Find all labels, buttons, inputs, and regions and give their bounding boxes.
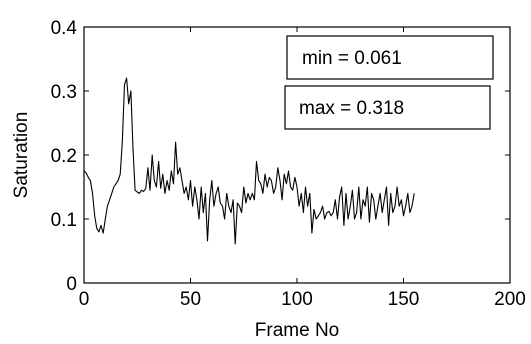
x-tick-label: 200 [494,289,526,310]
axis-ticks [83,26,511,284]
saturation-series-line [83,77,415,245]
min-annotation-text: min = 0.061 [302,48,402,69]
x-tick-label: 100 [281,289,313,310]
max-annotation-box: max = 0.318 [284,85,491,130]
y-tick-label: 0.4 [51,18,78,39]
max-annotation-text: max = 0.318 [299,98,404,119]
x-tick-label: 150 [388,289,420,310]
x-tick-label: 50 [180,289,201,310]
y-tick-label: 0.2 [51,146,77,167]
tick-labels: 0 50 100 150 200 0 0.1 0.2 0.3 0.4 [51,18,526,310]
y-tick-label: 0 [66,274,77,295]
x-axis-label: Frame No [255,320,339,341]
min-annotation-box: min = 0.061 [286,35,494,80]
y-tick-label: 0.1 [51,210,77,231]
y-axis-label: Saturation [11,112,32,199]
x-tick-label: 0 [79,289,90,310]
y-tick-label: 0.3 [51,82,77,103]
